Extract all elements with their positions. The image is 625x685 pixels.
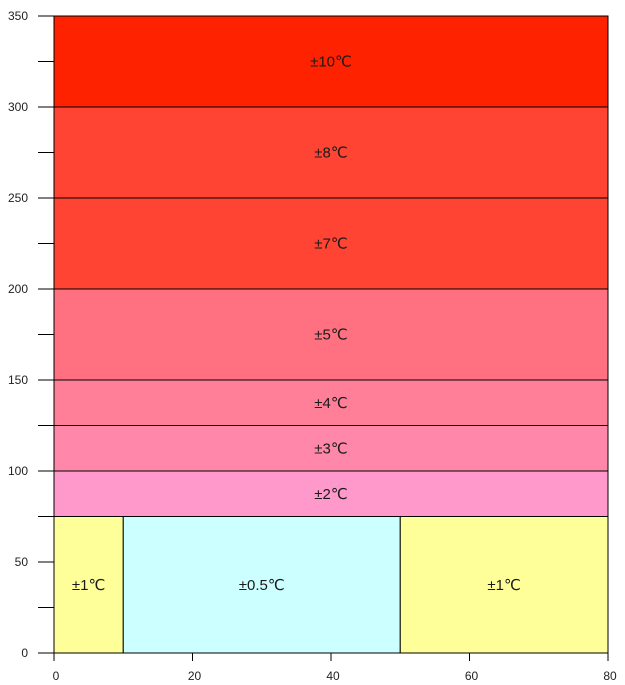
zone-rect-3: [53, 470, 609, 517]
y-tick-label-4: 200: [8, 282, 28, 296]
axes-layer: 0 50 100 150 200 250 300 350 0 20 40 60 80: [8, 9, 617, 683]
x-tick-label-4: 80: [603, 669, 617, 683]
x-tick-label-2: 40: [326, 669, 340, 683]
y-tick-label-1: 50: [15, 555, 29, 569]
zone-label-0: ±1℃: [72, 577, 105, 594]
zone-rect-7: [53, 197, 609, 290]
zone-label-8: ±8℃: [314, 145, 347, 162]
zone-rect-1: [122, 516, 401, 654]
y-tick-label-7: 350: [8, 9, 28, 23]
x-tick-label-1: 20: [188, 669, 202, 683]
zone-label-4: ±3℃: [314, 440, 347, 457]
zone-labels-layer: ±1℃ ±0.5℃ ±1℃ ±2℃ ±3℃ ±4℃ ±5℃ ±7℃ ±8℃ ±10℃: [72, 54, 521, 594]
zone-label-6: ±5℃: [314, 327, 347, 344]
zone-rect-9: [53, 15, 609, 108]
zone-rect-5: [53, 379, 609, 426]
zone-rect-0: [53, 516, 124, 654]
zone-label-7: ±7℃: [314, 236, 347, 253]
y-tick-label-0: 0: [21, 646, 28, 660]
zone-rect-6: [53, 288, 609, 381]
zone-label-5: ±4℃: [314, 395, 347, 412]
y-tick-label-2: 100: [8, 464, 28, 478]
zone-label-1: ±0.5℃: [239, 577, 285, 594]
y-tick-label-5: 250: [8, 191, 28, 205]
zone-label-2: ±1℃: [487, 577, 520, 594]
x-tick-label-3: 60: [465, 669, 479, 683]
zone-label-3: ±2℃: [314, 486, 347, 503]
y-tick-label-6: 300: [8, 100, 28, 114]
x-tick-label-0: 0: [53, 669, 60, 683]
zone-rect-4: [53, 425, 609, 472]
zone-label-9: ±10℃: [310, 54, 352, 71]
y-tick-label-3: 150: [8, 373, 28, 387]
zones-layer: [53, 15, 609, 654]
